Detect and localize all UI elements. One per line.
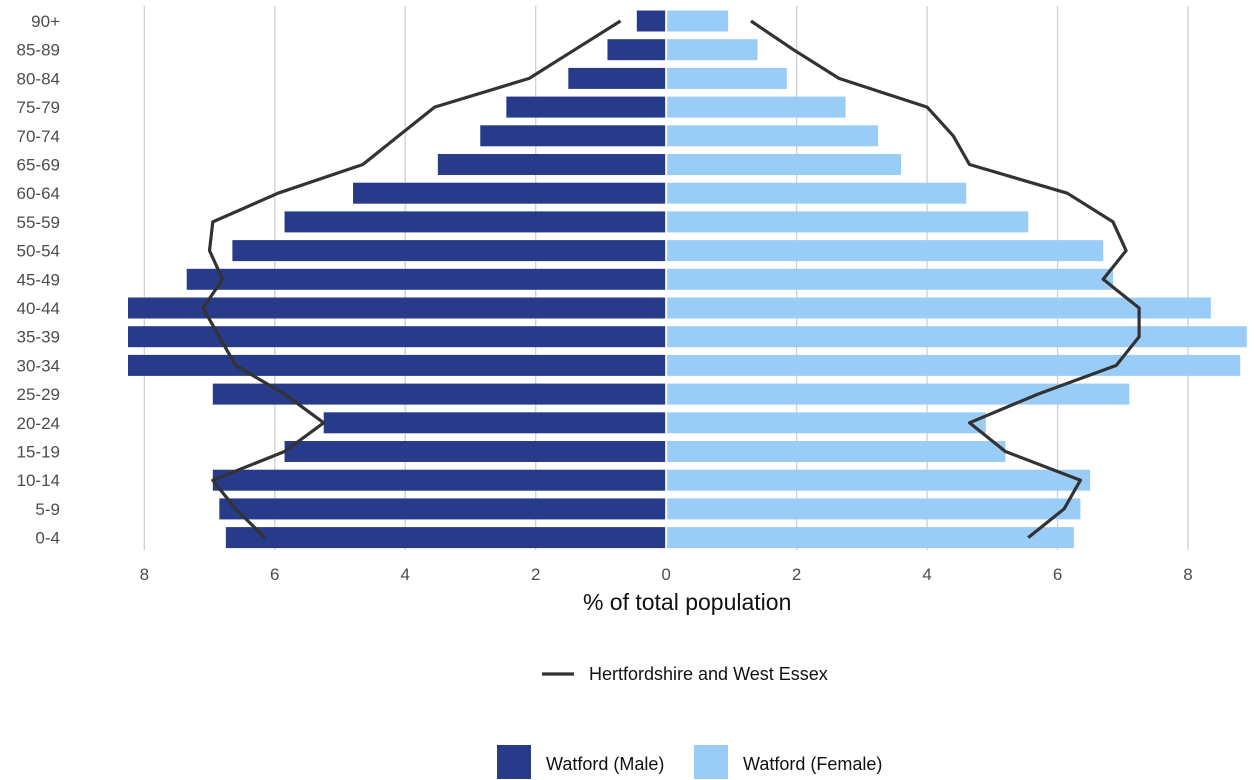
- bar-male-50-54: [232, 240, 667, 262]
- bar-male-75-79: [506, 96, 667, 118]
- y-axis-tick-labels: 0-4 5-9 10-14 15-19 20-24 25-29 30-34 35-39 40-4…: [17, 12, 61, 548]
- bar-male-25-29: [212, 383, 667, 405]
- bar-male-60-64: [353, 182, 667, 204]
- y-tick-label: 45-49: [17, 270, 60, 289]
- bar-male-35-39: [128, 326, 667, 348]
- y-tick-label: 75-79: [17, 98, 60, 117]
- bar-female-40-44: [666, 297, 1211, 319]
- y-tick-label: 55-59: [17, 213, 60, 232]
- legend-swatch: [694, 745, 728, 779]
- bar-female-90+: [666, 10, 729, 32]
- bar-male-30-34: [128, 354, 667, 376]
- bar-female-60-64: [666, 182, 967, 204]
- x-tick-label: 0: [661, 565, 670, 584]
- bar-female-5-9: [666, 498, 1081, 520]
- bar-female-65-69: [666, 154, 902, 175]
- bar-male-20-24: [323, 412, 667, 434]
- reference-lines: [201, 19, 1141, 539]
- bar-female-20-24: [666, 412, 986, 434]
- y-tick-label: 80-84: [17, 69, 60, 88]
- y-tick-label: 50-54: [17, 242, 60, 261]
- x-tick-label: 6: [1053, 565, 1062, 584]
- x-tick-label: 8: [140, 565, 149, 584]
- y-tick-label: 65-69: [17, 156, 60, 175]
- y-tick-label: 60-64: [17, 184, 60, 203]
- bar-female-70-74: [666, 125, 879, 147]
- y-tick-label: 0-4: [35, 529, 60, 548]
- y-tick-label: 35-39: [17, 328, 60, 347]
- bar-male-10-14: [212, 469, 667, 491]
- bar-female-35-39: [666, 326, 1247, 348]
- bar-female-50-54: [666, 240, 1104, 262]
- bar-female-55-59: [666, 211, 1029, 233]
- bar-female-80-84: [666, 67, 787, 89]
- legend: Hertfordshire and West Essex Watford (Mal…: [497, 664, 882, 779]
- x-tick-label: 2: [792, 565, 801, 584]
- y-tick-label: 90+: [31, 12, 60, 31]
- y-tick-label: 20-24: [17, 414, 60, 433]
- bar-female-0-4: [666, 527, 1074, 549]
- bar-male-45-49: [186, 268, 667, 290]
- y-tick-label: 15-19: [17, 443, 60, 462]
- reference-line-male: [201, 19, 622, 539]
- bar-female-10-14: [666, 469, 1091, 491]
- x-tick-label: 8: [1183, 565, 1192, 584]
- y-tick-label: 10-14: [17, 471, 60, 490]
- bar-male-70-74: [480, 125, 667, 147]
- bar-male-55-59: [284, 211, 667, 233]
- y-tick-label: 5-9: [35, 500, 60, 519]
- y-tick-label: 40-44: [17, 299, 60, 318]
- x-tick-label: 6: [270, 565, 279, 584]
- bar-female-85-89: [666, 39, 758, 61]
- bar-female-25-29: [666, 383, 1130, 405]
- legend-label-reference: Hertfordshire and West Essex: [589, 664, 828, 684]
- bar-male-90+: [636, 10, 667, 32]
- x-tick-label: 2: [531, 565, 540, 584]
- bar-male-15-19: [284, 441, 667, 462]
- bar-male-80-84: [568, 67, 667, 89]
- y-tick-label: 70-74: [17, 127, 60, 146]
- bar-female-45-49: [666, 268, 1114, 290]
- y-tick-label: 30-34: [17, 356, 60, 375]
- y-tick-label: 85-89: [17, 41, 60, 60]
- bar-male-85-89: [607, 39, 667, 61]
- x-axis-tick-labels: 8 6 4 2 0 2 4 6 8: [140, 565, 1193, 584]
- x-tick-label: 4: [922, 565, 931, 584]
- bars: [128, 10, 1247, 549]
- y-tick-label: 25-29: [17, 385, 60, 404]
- bar-male-0-4: [225, 527, 667, 549]
- bar-female-75-79: [666, 96, 846, 118]
- legend-swatch: [497, 745, 531, 779]
- x-tick-label: 4: [401, 565, 410, 584]
- bar-female-30-34: [666, 354, 1241, 376]
- legend-label: Watford (Female): [743, 754, 882, 774]
- bar-male-40-44: [128, 297, 667, 319]
- bar-male-5-9: [219, 498, 667, 520]
- x-axis-title: % of total population: [583, 589, 791, 615]
- bar-male-65-69: [437, 154, 667, 175]
- reference-line-female: [750, 19, 1141, 539]
- legend-label: Watford (Male): [546, 754, 664, 774]
- bar-female-15-19: [666, 441, 1006, 462]
